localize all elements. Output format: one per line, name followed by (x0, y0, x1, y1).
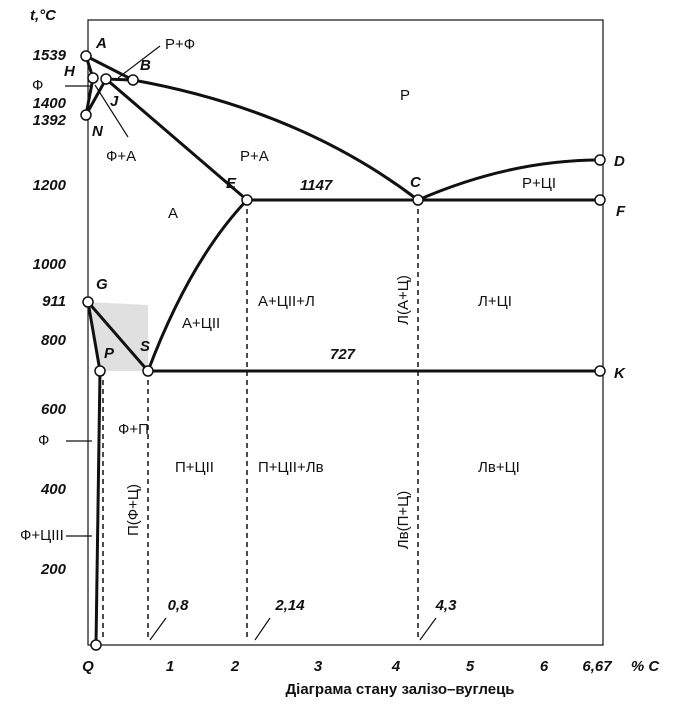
region-label: П(Ф+Ц) (125, 484, 142, 536)
point (90, 639, 102, 651)
region-label: Ф+А (106, 148, 136, 165)
region-labels: Р+Ф Р Ф Ф+А Р+А А Р+ЦI А+ЦII А+ЦII+Л Л(А… (20, 36, 556, 549)
point (82, 296, 94, 308)
point-label: N (92, 123, 104, 140)
y-tick-label: 400 (40, 481, 67, 498)
frame (87, 19, 604, 646)
region-label: Р (400, 87, 410, 104)
point-label: C (410, 174, 422, 191)
point (594, 365, 606, 377)
y-tick-label: 1539 (33, 47, 67, 64)
x-ticks: Q 1 2 3 4 5 6 6,67 % C 0,8 2,14 4,3 (82, 597, 660, 675)
point-markers (80, 50, 606, 651)
gp-line (86, 301, 102, 646)
x-mark-label: 4,3 (435, 597, 458, 614)
region-label: Ф+П (118, 421, 149, 438)
acm-line (146, 198, 249, 372)
isotherm-label: 727 (330, 346, 356, 363)
dashed-lines (102, 200, 419, 640)
y-ticks: 1539 1400 1392 1200 1000 911 800 600 400… (33, 47, 67, 578)
point-label: P (104, 345, 115, 362)
y-tick-label: 600 (41, 401, 67, 418)
y-tick-label: 200 (40, 561, 67, 578)
mark-leaders (149, 617, 437, 641)
point-label: D (614, 153, 625, 170)
x-tick-label: Q (82, 658, 94, 675)
y-tick-label: 911 (42, 293, 66, 310)
x-mark-label: 2,14 (274, 597, 305, 614)
region-label: А+ЦII+Л (258, 293, 315, 310)
x-tick-label: 2 (230, 658, 240, 675)
region-label: Ф (32, 77, 43, 94)
point (241, 194, 253, 206)
x-tick-label: 5 (466, 658, 475, 675)
point (594, 194, 606, 206)
point (142, 365, 154, 377)
x-tick-label: 6 (540, 658, 549, 675)
x-axis-label: % C (631, 658, 661, 675)
y-tick-label: 800 (41, 332, 67, 349)
x-tick-label: 6,67 (582, 658, 612, 675)
x-tick-label: 1 (166, 658, 174, 675)
point-label: S (140, 338, 150, 355)
point-label: H (64, 63, 76, 80)
point (94, 365, 106, 377)
point (87, 72, 99, 84)
liquidus (85, 54, 601, 202)
point (100, 73, 112, 85)
region-label: Р+А (240, 148, 269, 165)
isotherm-label: 1147 (300, 177, 333, 194)
point-label: K (614, 365, 626, 382)
region-label: Р+Ф (165, 36, 195, 53)
y-tick-label: 1200 (33, 177, 67, 194)
point-label: B (140, 57, 151, 74)
region-label: Л+ЦI (478, 293, 512, 310)
x-tick-label: 3 (314, 658, 323, 675)
region-label: Лв(П+Ц) (395, 491, 412, 549)
point (594, 154, 606, 166)
x-mark-label: 0,8 (168, 597, 190, 614)
y-tick-label: 1000 (33, 256, 67, 273)
y-tick-label: 1400 (33, 95, 67, 112)
point (80, 109, 92, 121)
region-label: Ф+ЦIII (20, 527, 64, 544)
region-label: Ф (38, 432, 49, 449)
region-label: П+ЦII (175, 459, 214, 476)
region-label: Лв+ЦI (478, 459, 520, 476)
point-label: E (226, 175, 237, 192)
point-label: G (96, 276, 108, 293)
point-labels: A H B J N E C D F G P S K 1147 727 (64, 35, 626, 382)
region-label: А (168, 205, 178, 222)
region-label: А+ЦII (182, 315, 220, 332)
leaders (65, 45, 161, 537)
point-label: F (616, 203, 626, 220)
point-label: A (95, 35, 107, 52)
y-tick-label: 1392 (33, 112, 67, 129)
y-axis-label: t,°C (30, 7, 57, 24)
caption: Діаграма стану залізо–вуглець (285, 681, 514, 698)
x-tick-label: 4 (391, 658, 401, 675)
point (80, 50, 92, 62)
point (412, 194, 424, 206)
point-label: J (110, 93, 119, 110)
point (127, 74, 139, 86)
region-label: Р+ЦI (522, 175, 556, 192)
region-label: Л(А+Ц) (395, 275, 412, 325)
region-label: П+ЦII+Лв (258, 459, 324, 476)
